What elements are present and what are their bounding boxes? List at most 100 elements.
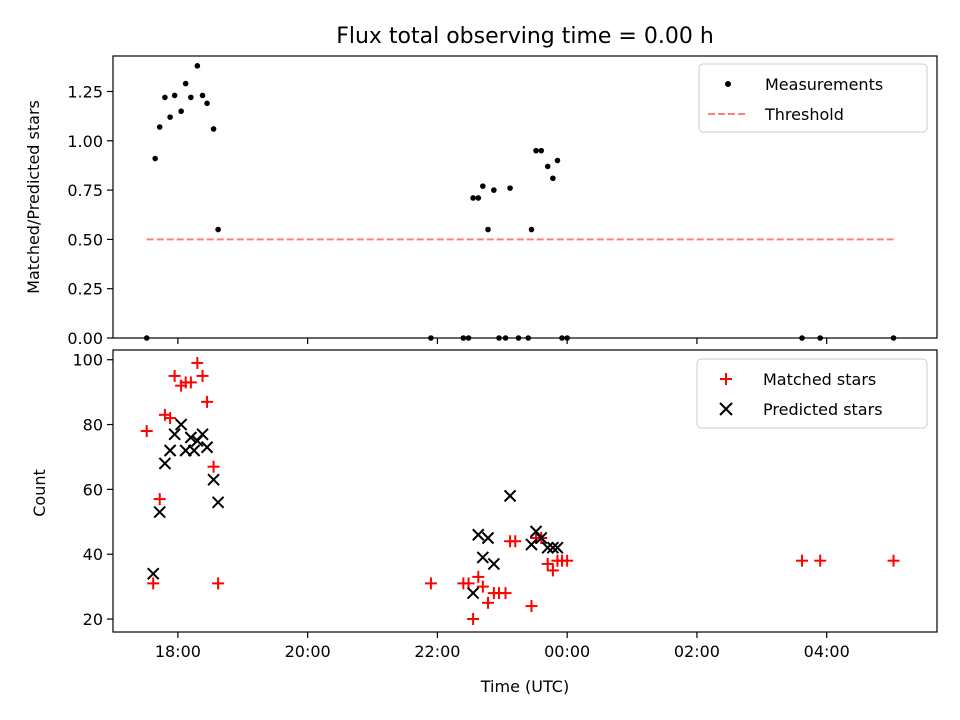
matched-star-point <box>467 613 480 626</box>
measurement-point <box>890 335 897 341</box>
measurement-point <box>817 335 824 341</box>
predicted-star-point <box>187 444 201 457</box>
measurement-point <box>199 92 206 99</box>
matched-star-point <box>164 412 177 425</box>
measurement-point <box>470 195 476 201</box>
matched-star-point <box>153 493 166 506</box>
x-tick-label: 02:00 <box>674 642 720 661</box>
legend-threshold-label: Threshold <box>764 105 844 124</box>
measurement-point <box>533 147 539 154</box>
matched-star-point <box>424 577 437 590</box>
measurement-point <box>515 335 522 341</box>
matched-star-point <box>482 596 495 609</box>
matched-star-point <box>140 425 153 438</box>
measurement-point <box>502 335 509 341</box>
predicted-star-point <box>168 428 181 441</box>
predicted-star-point <box>472 528 485 541</box>
predicted-star-point <box>158 457 172 470</box>
measurement-point <box>204 100 210 107</box>
measurement-point <box>544 163 551 170</box>
matched-star-point <box>476 580 489 593</box>
measurement-point <box>152 155 158 162</box>
measurement-point <box>215 226 221 233</box>
predicted-star-point <box>163 444 177 457</box>
matched-star-point <box>509 535 522 548</box>
matched-star-point <box>196 369 209 382</box>
bottom-y-tick-label: 20 <box>83 610 103 629</box>
top-y-tick-label: 0.75 <box>67 181 103 200</box>
measurement-point <box>171 92 178 99</box>
measurement-point <box>554 157 561 164</box>
top-y-tick-label: 1.25 <box>67 82 103 101</box>
measurement-point <box>162 94 168 101</box>
x-tick-label: 04:00 <box>804 642 850 661</box>
predicted-star-point <box>147 567 160 580</box>
measurement-point <box>194 63 201 69</box>
measurement-point <box>167 114 173 120</box>
measurement-point <box>528 226 535 233</box>
measurement-point <box>460 335 467 341</box>
matched-star-point <box>207 460 220 473</box>
predicted-star-point <box>466 586 480 600</box>
top-legend-box <box>698 63 928 133</box>
measurement-point <box>475 195 482 201</box>
bottom-legend-box <box>696 358 928 429</box>
legend-predicted-marker <box>719 402 733 416</box>
matched-star-point <box>499 587 512 600</box>
matched-star-point <box>887 554 900 567</box>
bottom-panel: 18:00 20:00 22:00 00:00 02:00 04:00 20 40 60 80 1… <box>30 349 938 696</box>
predicted-star-point <box>476 551 490 564</box>
predicted-star-point <box>200 441 214 454</box>
bottom-y-tick-label: 60 <box>83 480 103 499</box>
top-y-tick-label: 0.25 <box>67 280 103 299</box>
measurement-point <box>178 108 184 115</box>
predicted-star-point <box>196 428 209 441</box>
matched-star-point <box>561 554 574 567</box>
matched-star-point <box>147 577 160 590</box>
predicted-star-point <box>207 473 220 486</box>
measurement-point <box>491 187 497 193</box>
predicted-star-point <box>546 541 560 554</box>
top-panel: 0.00 0.25 0.50 0.75 1.00 1.25 Matched/Predict… <box>24 55 938 348</box>
measurement-point <box>507 185 513 191</box>
measurement-point <box>188 94 194 101</box>
x-axis-label: Time (UTC) <box>480 677 569 696</box>
bottom-y-tick-label: 100 <box>72 351 103 370</box>
predicted-star-point <box>551 541 564 554</box>
predicted-star-point <box>503 489 517 503</box>
matched-star-point <box>796 554 809 567</box>
top-plot-marks <box>143 63 897 341</box>
bottom-plot-marks <box>140 356 900 626</box>
predicted-star-point <box>541 541 554 554</box>
top-y-tick-label: 1.00 <box>67 132 103 151</box>
measurement-point <box>525 335 532 341</box>
bottom-x-ticks: 18:00 20:00 22:00 00:00 02:00 04:00 <box>155 632 850 661</box>
matched-star-point <box>546 564 559 577</box>
measurement-point <box>550 175 556 182</box>
measurement-point <box>564 335 570 341</box>
x-tick-label: 22:00 <box>414 642 460 661</box>
predicted-star-point <box>174 418 188 431</box>
x-tick-label: 18:00 <box>155 642 201 661</box>
legend-measurements-marker <box>725 81 731 87</box>
legend-matched-marker <box>720 373 732 385</box>
predicted-star-point <box>211 496 225 509</box>
matched-star-point <box>525 600 538 613</box>
matched-star-point <box>201 395 214 408</box>
x-tick-label: 00:00 <box>544 642 590 661</box>
predicted-star-point <box>535 531 548 545</box>
predicted-star-point <box>525 538 538 551</box>
predicted-star-point <box>184 431 198 444</box>
measurement-point <box>182 80 189 87</box>
bottom-y-ticks: 20 40 60 80 100 <box>72 351 113 629</box>
matched-star-point <box>184 376 197 389</box>
chart-title: Flux total observing time = 0.00 h <box>336 24 714 49</box>
matched-star-point <box>472 570 485 583</box>
legend-predicted-label: Predicted stars <box>763 400 883 419</box>
matched-star-point <box>191 356 204 369</box>
top-x-ticks <box>177 338 828 344</box>
measurement-point <box>485 226 491 233</box>
top-legend: Measurements Threshold <box>698 63 928 133</box>
measurement-point <box>210 126 217 132</box>
top-y-ticks: 0.00 0.25 0.50 0.75 1.00 1.25 <box>67 82 113 348</box>
